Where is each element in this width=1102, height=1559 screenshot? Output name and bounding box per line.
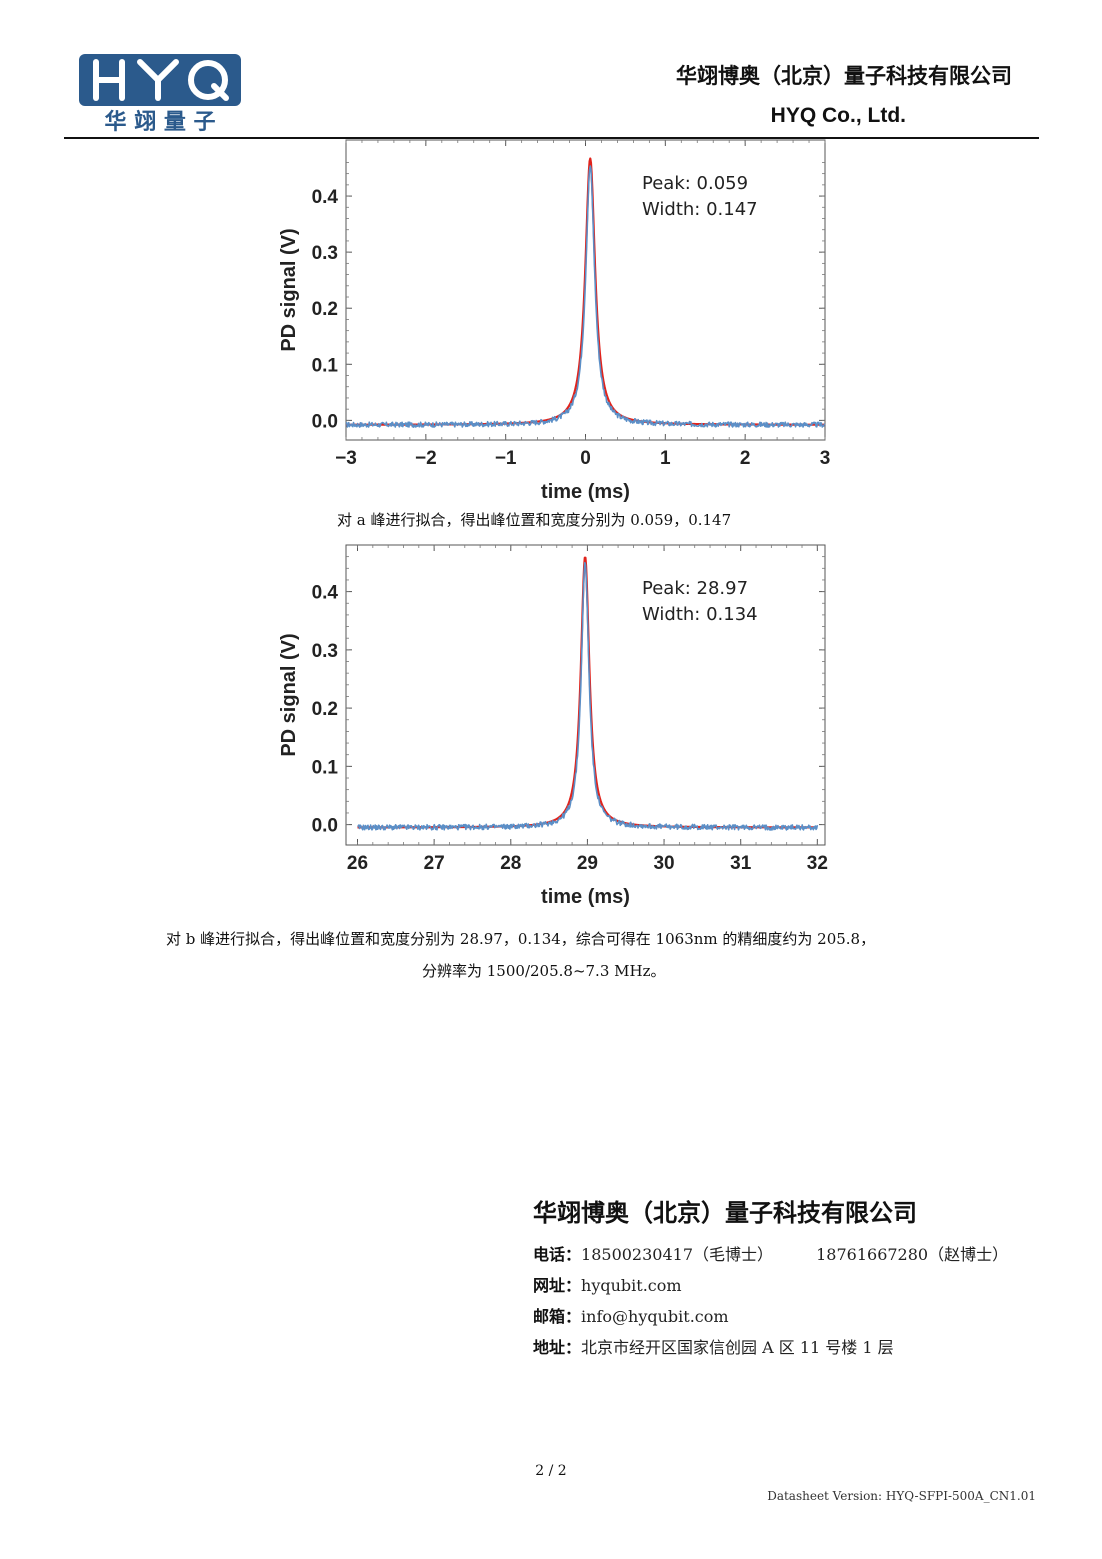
website-link[interactable]: hyqubit.com [581,1276,682,1295]
footer-email-row: 邮箱：info@hyqubit.com [533,1307,729,1326]
y-tick-label: 0.0 [312,816,338,837]
width-annotation: Width: 0.147 [642,199,758,220]
width-annotation: Width: 0.134 [642,604,758,625]
x-tick-label: 26 [347,853,368,874]
address-label: 地址 [533,1338,566,1357]
y-tick-label: 0.4 [312,583,339,604]
page-number: 2 / 2 [535,1463,567,1479]
footer-web-row: 网址：hyqubit.com [533,1276,682,1295]
web-label: 网址 [533,1276,566,1295]
caption-peak-b-line2: 分辨率为 1500/205.8~7.3 MHz。 [422,962,666,980]
x-axis-label: time (ms) [541,481,630,502]
email-link[interactable]: info@hyqubit.com [581,1307,729,1326]
y-tick-label: 0.3 [312,641,338,662]
x-tick-label: 29 [577,853,598,874]
x-tick-label: 27 [424,853,445,874]
x-tick-label: −2 [415,448,437,469]
y-axis-label: PD signal (V) [278,228,300,351]
caption-peak-a: 对 a 峰进行拟合，得出峰位置和宽度分别为 0.059，0.147 [337,511,732,529]
x-tick-label: −1 [495,448,517,469]
phone-2[interactable]: 18761667280（赵博士） [816,1245,1009,1264]
phone-label: 电话 [533,1245,566,1264]
logo-subtitle: 华 翊 量 子 [105,109,216,133]
header-divider [64,137,1039,139]
plot-frame [345,544,826,846]
x-tick-label: 31 [730,853,752,874]
y-tick-label: 0.4 [312,187,339,208]
x-tick-label: 1 [660,448,671,469]
datasheet-version: Datasheet Version: HYQ-SFPI-500A_CN1.01 [767,1489,1036,1503]
x-tick-label: 0 [580,448,591,469]
y-axis-label: PD signal (V) [278,633,300,756]
email-label: 邮箱 [533,1307,566,1326]
x-tick-label: 2 [740,448,751,469]
header-company-cn: 华翊博奥（北京）量子科技有限公司 [676,64,1012,88]
footer-phone-row: 电话：18500230417（毛博士） 18761667280（赵博士） [533,1245,1009,1264]
footer-company-name: 华翊博奥（北京）量子科技有限公司 [533,1198,917,1227]
phone-1[interactable]: 18500230417（毛博士） [581,1245,774,1264]
x-tick-label: 32 [807,853,828,874]
data-trace-blue [357,561,819,831]
header-company-en: HYQ Co., Ltd. [770,104,906,127]
y-tick-label: 0.2 [312,299,338,320]
peak-annotation: Peak: 0.059 [642,173,748,194]
caption-peak-b-line1: 对 b 峰进行拟合，得出峰位置和宽度分别为 28.97，0.134，综合可得在 … [166,930,876,948]
x-tick-label: 3 [820,448,831,469]
y-tick-label: 0.1 [312,757,339,778]
footer-address-row: 地址：北京市经开区国家信创园 A 区 11 号楼 1 层 [533,1338,894,1357]
company-logo: 华 翊 量 子 [79,54,241,133]
y-tick-label: 0.3 [312,243,338,264]
data-trace-blue [345,165,826,428]
x-tick-label: 28 [500,853,521,874]
address-text: 北京市经开区国家信创园 A 区 11 号楼 1 层 [581,1338,894,1357]
y-tick-label: 0.0 [312,411,338,432]
chart-peak-a: −3 −2 −1 0 1 2 3 0.0 0.1 0.2 0.3 0.4 time (ms) PD sig… [278,139,831,502]
y-tick-label: 0.1 [312,355,339,376]
x-tick-label: 30 [653,853,674,874]
y-tick-label: 0.2 [312,699,338,720]
peak-annotation: Peak: 28.97 [642,578,748,599]
x-axis-label: time (ms) [541,886,630,907]
chart-peak-b: 26 27 28 29 30 31 32 0.0 0.1 0.2 0.3 0.4 time (ms) PD… [278,544,828,907]
x-tick-label: −3 [335,448,357,469]
